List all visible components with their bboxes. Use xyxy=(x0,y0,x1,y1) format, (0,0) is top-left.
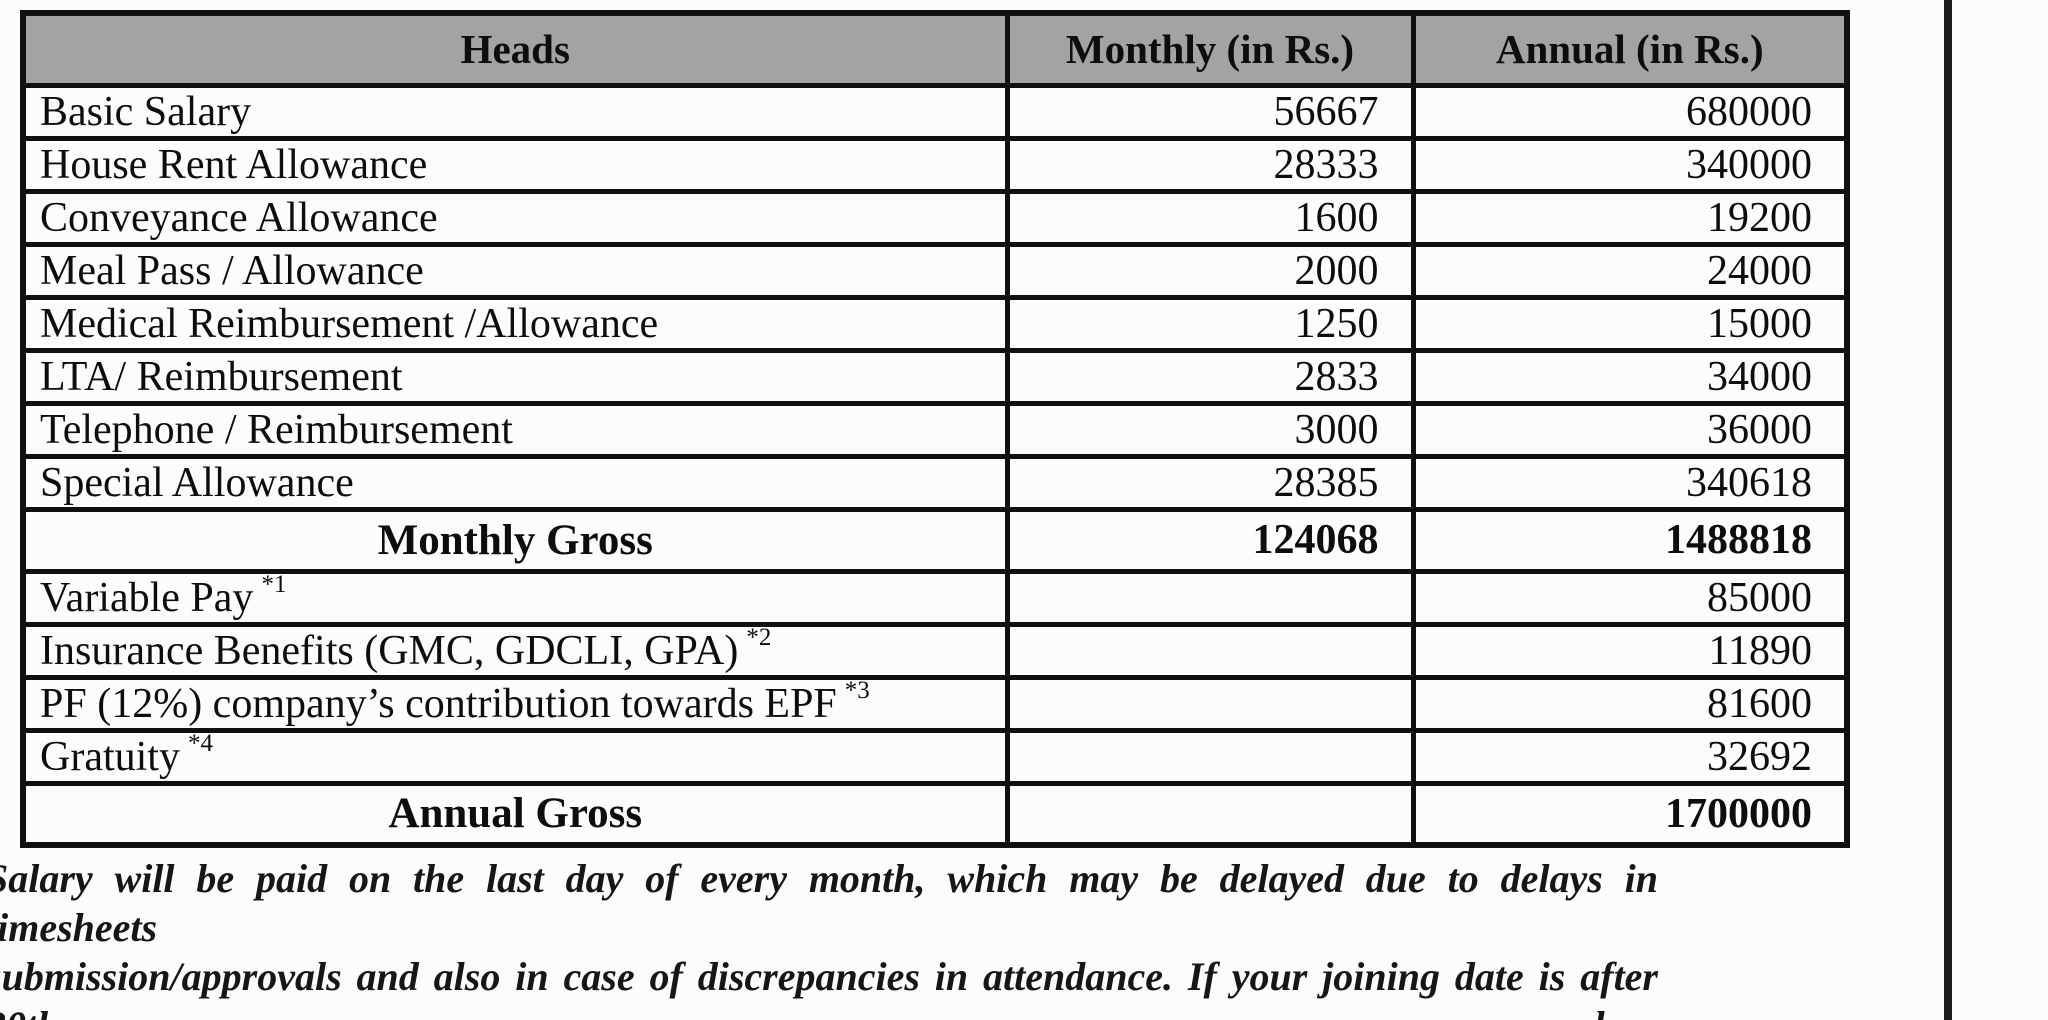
row-annual-value: 24000 xyxy=(1410,241,1850,300)
row-label-cell: Medical Reimbursement /Allowance xyxy=(20,294,1010,353)
salary-table-header: Heads Monthly (in Rs.) Annual (in Rs.) xyxy=(20,10,1850,88)
row-label: Gratuity xyxy=(40,733,180,780)
row-annual-value: 1700000 xyxy=(1410,780,1850,848)
row-monthly-value: 56667 xyxy=(1004,82,1416,141)
row-monthly-value xyxy=(1004,621,1416,680)
row-monthly-value: 2833 xyxy=(1004,347,1416,406)
row-label: PF (12%) company’s contribution towards … xyxy=(40,680,837,727)
row-label: Telephone / Reimbursement xyxy=(40,406,513,453)
table-row: Telephone / Reimbursement 3000 36000 xyxy=(20,400,1850,459)
row-annual-value: 85000 xyxy=(1410,568,1850,627)
row-annual-value: 1488818 xyxy=(1410,506,1850,574)
row-label-cell: Gratuity *4 xyxy=(20,727,1010,786)
row-annual-value: 81600 xyxy=(1410,674,1850,733)
header-row: Heads Monthly (in Rs.) Annual (in Rs.) xyxy=(20,10,1850,88)
row-annual-value: 36000 xyxy=(1410,400,1850,459)
row-monthly-value: 28333 xyxy=(1004,135,1416,194)
row-monthly-value xyxy=(1004,568,1416,627)
row-label-cell: Telephone / Reimbursement xyxy=(20,400,1010,459)
row-monthly-value xyxy=(1004,674,1416,733)
table-row: Annual Gross 1700000 xyxy=(20,780,1850,848)
page-border-line xyxy=(1944,0,1952,1020)
row-annual-value: 680000 xyxy=(1410,82,1850,141)
row-label: Annual Gross xyxy=(388,790,643,838)
row-annual-value: 34000 xyxy=(1410,347,1850,406)
row-annual-value: 340618 xyxy=(1410,453,1850,512)
table-row: Special Allowance 28385 340618 xyxy=(20,453,1850,512)
row-label: Variable Pay xyxy=(40,574,254,621)
row-label-cell: LTA/ Reimbursement xyxy=(20,347,1010,406)
table-row: Monthly Gross 124068 1488818 xyxy=(20,506,1850,574)
salary-table: Heads Monthly (in Rs.) Annual (in Rs.) B… xyxy=(20,10,1850,848)
table-row: Meal Pass / Allowance 2000 24000 xyxy=(20,241,1850,300)
row-label: House Rent Allowance xyxy=(40,141,428,188)
table-row: LTA/ Reimbursement 2833 34000 xyxy=(20,347,1850,406)
row-label-cell: House Rent Allowance xyxy=(20,135,1010,194)
row-monthly-value: 3000 xyxy=(1004,400,1416,459)
row-annual-value: 11890 xyxy=(1410,621,1850,680)
row-label-cell: Special Allowance xyxy=(20,453,1010,512)
row-label: Medical Reimbursement /Allowance xyxy=(40,300,659,347)
table-row: Basic Salary 56667 680000 xyxy=(20,82,1850,141)
column-header-annual: Annual (in Rs.) xyxy=(1410,10,1850,88)
row-label: Monthly Gross xyxy=(377,516,653,564)
table-row: Insurance Benefits (GMC, GDCLI, GPA) *2 1… xyxy=(20,621,1850,680)
row-footnote-marker: *2 xyxy=(746,624,772,651)
row-footnote-marker: *3 xyxy=(844,677,870,704)
row-footnote-marker: *4 xyxy=(187,730,213,757)
row-label-cell: Insurance Benefits (GMC, GDCLI, GPA) *2 xyxy=(20,621,1010,680)
footnote-paragraph: Salary will be paid on the last day of e… xyxy=(0,854,1658,1020)
row-annual-value: 19200 xyxy=(1410,188,1850,247)
row-monthly-value xyxy=(1004,780,1416,848)
footnote-line: Salary will be paid on the last day of e… xyxy=(0,856,1658,950)
row-label-cell: Meal Pass / Allowance xyxy=(20,241,1010,300)
row-monthly-value: 124068 xyxy=(1004,506,1416,574)
table-row: Conveyance Allowance 1600 19200 xyxy=(20,188,1850,247)
table-row: Medical Reimbursement /Allowance 1250 15… xyxy=(20,294,1850,353)
row-label: Conveyance Allowance xyxy=(40,194,438,241)
row-label-cell: Conveyance Allowance xyxy=(20,188,1010,247)
row-label: LTA/ Reimbursement xyxy=(40,353,403,400)
table-row: Gratuity *4 32692 xyxy=(20,727,1850,786)
row-annual-value: 15000 xyxy=(1410,294,1850,353)
row-label-cell: Basic Salary xyxy=(20,82,1010,141)
row-monthly-value: 2000 xyxy=(1004,241,1416,300)
row-label-cell: PF (12%) company’s contribution towards … xyxy=(20,674,1010,733)
row-monthly-value xyxy=(1004,727,1416,786)
row-monthly-value: 1250 xyxy=(1004,294,1416,353)
row-label: Special Allowance xyxy=(40,459,354,506)
row-label: Basic Salary xyxy=(40,88,252,135)
table-row: PF (12%) company’s contribution towards … xyxy=(20,674,1850,733)
row-label-cell: Variable Pay *1 xyxy=(20,568,1010,627)
row-label-cell: Annual Gross xyxy=(20,780,1010,848)
column-header-heads: Heads xyxy=(20,10,1010,88)
row-monthly-value: 28385 xyxy=(1004,453,1416,512)
row-annual-value: 32692 xyxy=(1410,727,1850,786)
row-label: Insurance Benefits (GMC, GDCLI, GPA) xyxy=(40,627,739,674)
row-label: Meal Pass / Allowance xyxy=(40,247,424,294)
row-footnote-marker: *1 xyxy=(261,571,287,598)
table-row: House Rent Allowance 28333 340000 xyxy=(20,135,1850,194)
row-annual-value: 340000 xyxy=(1410,135,1850,194)
row-label-cell: Monthly Gross xyxy=(20,506,1010,574)
salary-table-body: Basic Salary 56667 680000 House Rent All… xyxy=(20,82,1850,848)
row-monthly-value: 1600 xyxy=(1004,188,1416,247)
table-row: Variable Pay *1 85000 xyxy=(20,568,1850,627)
footnote-line: submission/approvals and also in case of… xyxy=(0,954,1658,1020)
column-header-monthly: Monthly (in Rs.) xyxy=(1004,10,1416,88)
